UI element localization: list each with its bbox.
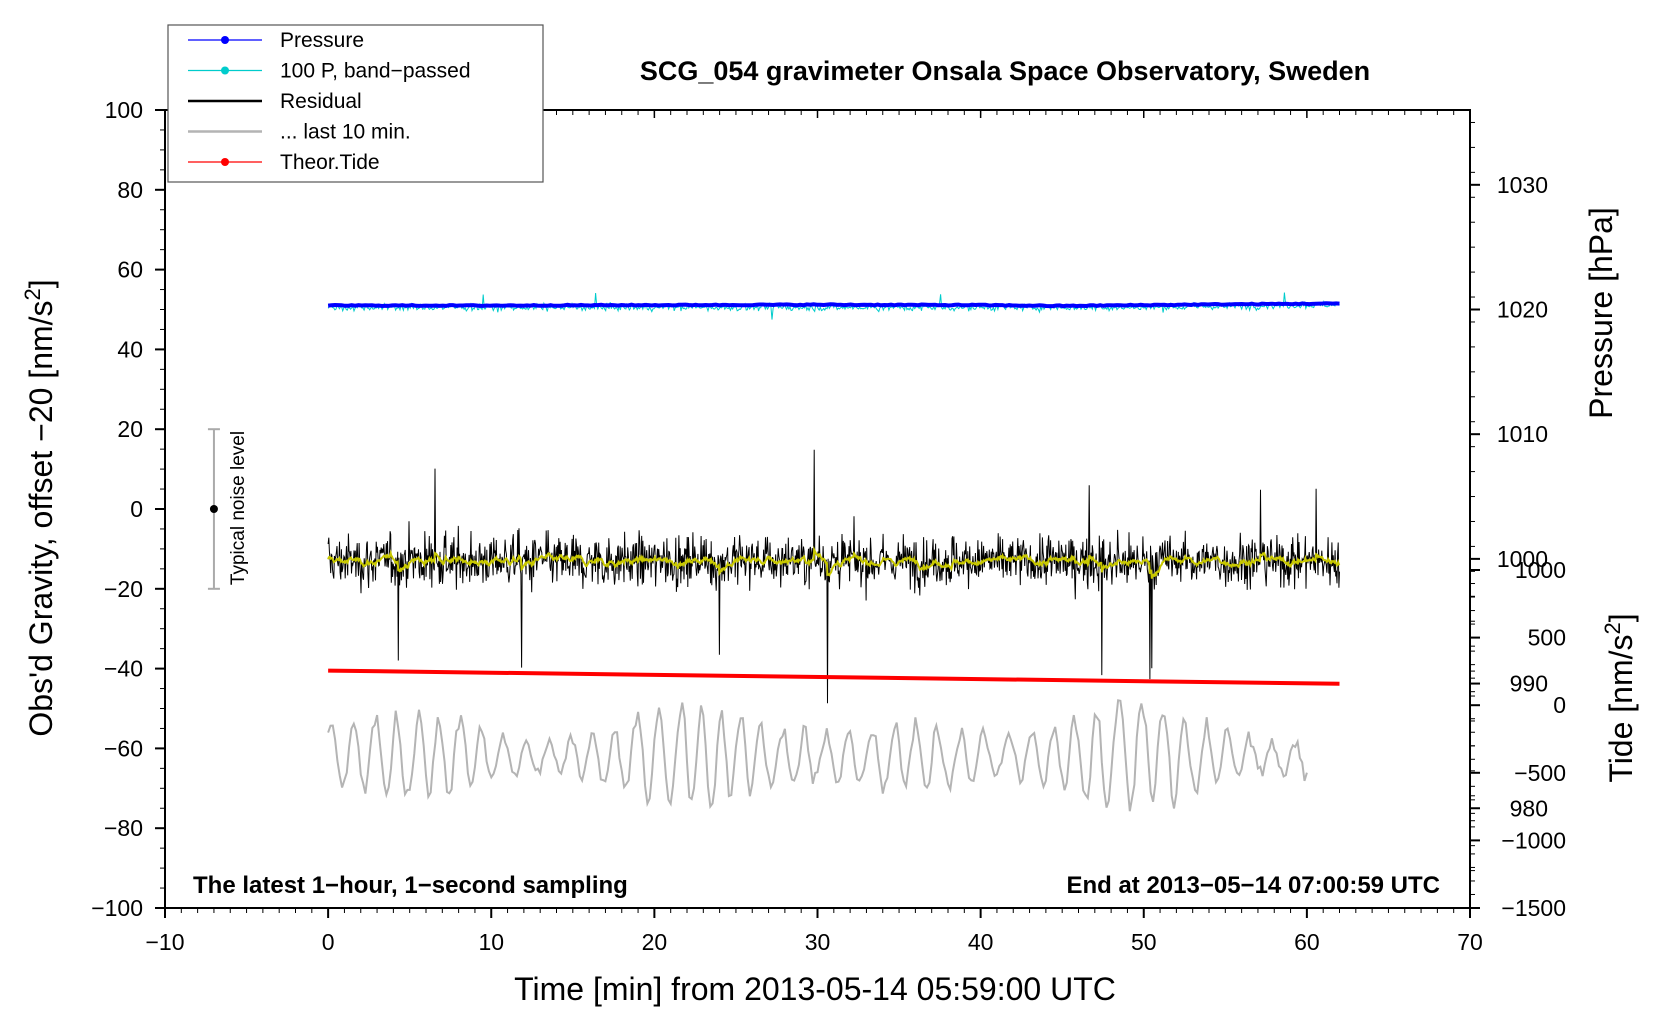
pressure-tick-label: 980 [1510, 795, 1548, 821]
tide-tick-label: 1000 [1515, 557, 1566, 583]
tide-axis-ticks: 1000 500 0 −500 −1000 −1500 [1470, 557, 1566, 921]
x-tick-label: 30 [805, 929, 831, 955]
legend-label: Pressure [280, 29, 364, 52]
x-tick-label: 50 [1131, 929, 1157, 955]
y-tick-label: −80 [104, 815, 143, 841]
legend-box [167, 24, 544, 183]
y-axis-label-pressure: Pressure [hPa] [1583, 207, 1619, 419]
residual-series [327, 449, 1340, 704]
y-axis-ticks: 100 80 60 40 20 0 −20 −40 −60 −80 −100 [91, 97, 165, 921]
y-tick-label: 60 [117, 257, 143, 283]
pressure-tick-label: 1000 [1497, 546, 1548, 572]
x-axis-ticks: −10 0 10 20 30 40 50 60 70 [145, 110, 1483, 955]
chart-title: SCG_054 gravimeter Onsala Space Observat… [640, 56, 1370, 86]
x-axis-label: Time [min] from 2013-05-14 05:59:00 UTC [514, 971, 1116, 1007]
y-tick-label: −20 [104, 576, 143, 602]
y-axis-label-tide: Tide [nm/s2] [1600, 613, 1639, 782]
x-tick-label: 20 [642, 929, 668, 955]
y-tick-label: −100 [91, 895, 143, 921]
pressure-axis-ticks: 1030 1020 1010 1000 990 980 [1470, 172, 1548, 821]
y-tick-label: 40 [117, 336, 143, 362]
plot-frame [164, 109, 1471, 909]
y-tick-label: −40 [104, 656, 143, 682]
pressure-tick-label: 1020 [1497, 297, 1548, 323]
x-tick-label: 70 [1457, 929, 1483, 955]
y-axis-label-left: Obs'd Gravity, offset −20 [nm/s2] [20, 279, 59, 736]
legend: Pressure 100 P, band−passed Residual ... la… [167, 24, 544, 183]
y-tick-label: 100 [105, 97, 143, 123]
pressure-tick-label: 990 [1510, 671, 1548, 697]
x-tick-label: 40 [968, 929, 994, 955]
legend-label: ... last 10 min. [280, 121, 411, 144]
y-tick-label: −60 [104, 735, 143, 761]
y-tick-label: 20 [117, 416, 143, 442]
legend-label: 100 P, band−passed [280, 60, 471, 83]
tide-tick-label: −1500 [1501, 895, 1566, 921]
legend-marker [221, 158, 229, 166]
theor-tide-series [328, 668, 1340, 686]
legend-marker [221, 36, 229, 44]
end-time-note: End at 2013−05−14 07:00:59 UTC [1066, 872, 1440, 899]
pressure-series [327, 301, 1340, 309]
x-tick-label: 60 [1294, 929, 1320, 955]
residual-smoothed-series [327, 545, 1341, 579]
legend-label: Residual [280, 90, 362, 113]
noise-bar-center-dot [209, 505, 218, 513]
minor-ticks [160, 109, 1475, 913]
tide-tick-label: −500 [1514, 760, 1566, 786]
x-tick-label: 0 [322, 929, 335, 955]
legend-marker [221, 66, 229, 75]
plot-area [327, 292, 1341, 812]
tide-tick-label: −1000 [1501, 827, 1566, 853]
tide-tick-label: 0 [1553, 692, 1566, 718]
x-tick-label: −10 [145, 929, 184, 955]
tide-tick-label: 500 [1528, 625, 1566, 651]
y-tick-label: 0 [130, 496, 143, 522]
noise-level-indicator [207, 428, 220, 590]
legend-label: Theor.Tide [280, 151, 380, 174]
y-tick-label: 80 [117, 177, 143, 203]
last-10-min-series [327, 699, 1308, 812]
noise-level-label: Typical noise level [228, 431, 249, 585]
pressure-tick-label: 1030 [1497, 172, 1548, 198]
sampling-note: The latest 1−hour, 1−second sampling [193, 872, 628, 899]
x-tick-label: 10 [478, 929, 504, 955]
pressure-tick-label: 1010 [1497, 421, 1548, 447]
